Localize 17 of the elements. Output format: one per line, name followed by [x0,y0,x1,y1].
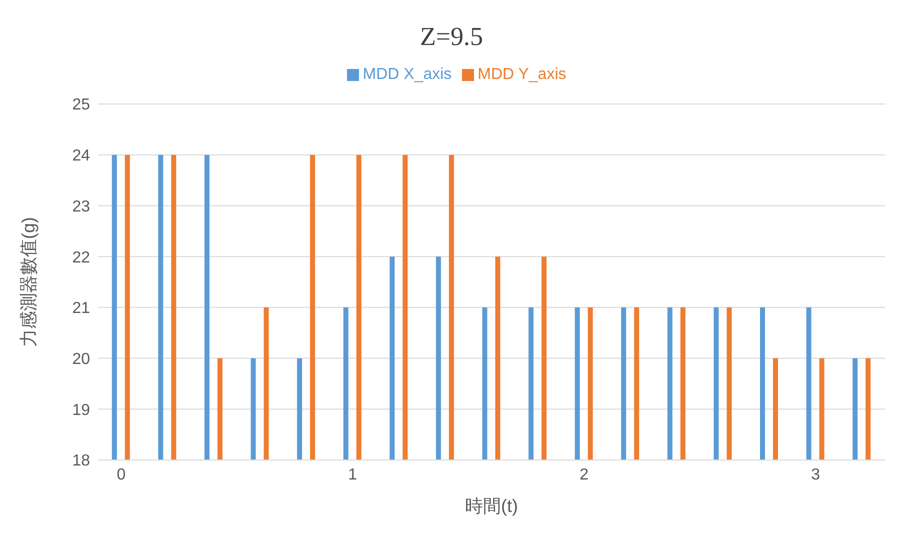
x-tick-label: 1 [348,466,358,484]
x-tick-label: 3 [811,466,820,484]
y-tick-label: 21 [72,300,90,318]
y-axis-title: 力感測器數值(g) [18,217,38,347]
x-axis-title: 時間(t) [465,496,518,516]
legend-label: MDD Y_axis [478,66,566,83]
chart-title: Z=9.5 [418,22,484,53]
legend-label: MDD X_axis [362,66,452,83]
y-tick-label: 24 [72,148,90,165]
y-tick-label: 23 [72,198,90,216]
y-tick-label: 19 [72,402,90,419]
y-tick-label: 20 [72,350,90,368]
y-tick-label: 22 [72,249,90,266]
y-tick-label: 18 [72,452,90,470]
y-tick-label: 25 [72,96,90,114]
x-tick-label: 2 [580,466,589,484]
x-tick-label: 0 [116,466,126,484]
